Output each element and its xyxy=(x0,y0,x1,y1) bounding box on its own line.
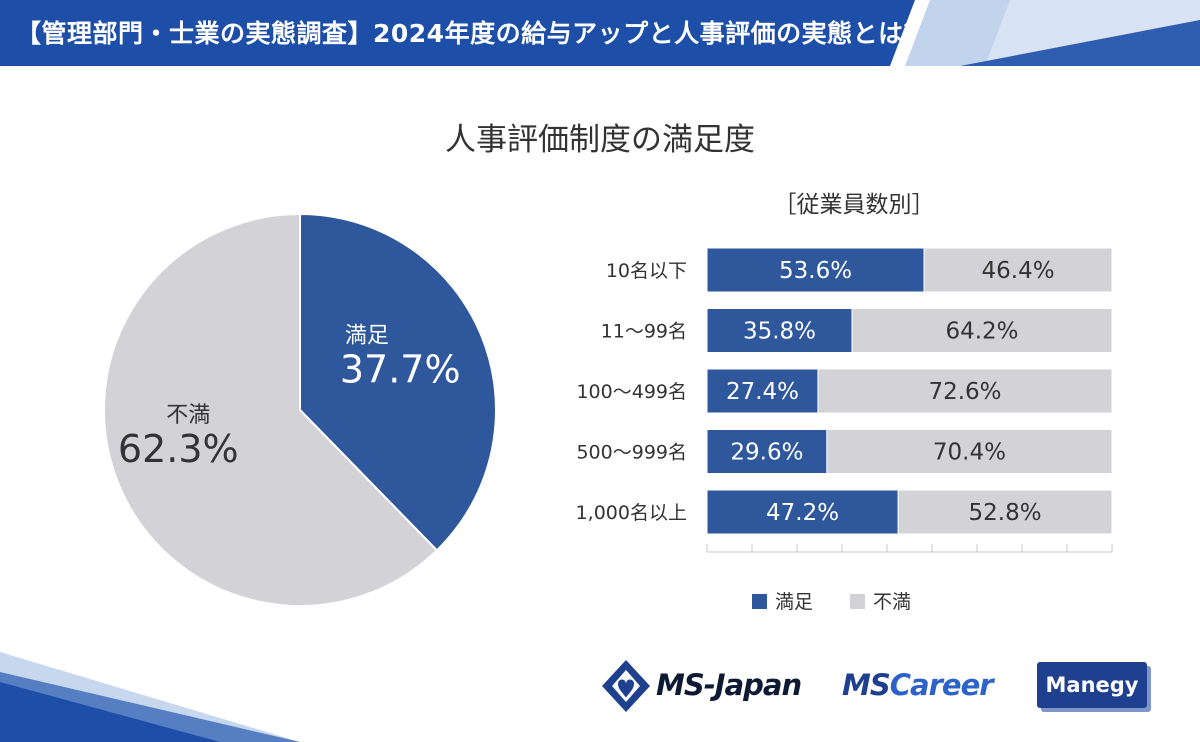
pie-label-dissatisfied: 不満 xyxy=(166,403,210,428)
bar-segment-satisfied xyxy=(706,308,853,353)
header-title: 【管理部門・士業の実態調査】2024年度の給与アップと人事評価の実態とは？ xyxy=(16,19,930,48)
bar-segment-dissatisfied xyxy=(817,368,1113,414)
bar-chart-subtitle: ［従業員数別］ xyxy=(774,192,935,218)
bar-segment-dissatisfied xyxy=(923,247,1113,293)
legend-label-dissatisfied: 不満 xyxy=(873,591,911,613)
legend-swatch-satisfied xyxy=(752,594,767,609)
bar-value-label: 64.2% xyxy=(945,319,1018,345)
category-label: 1,000名以上 xyxy=(576,502,687,524)
pie-value-dissatisfied: 62.3% xyxy=(118,427,239,471)
bar-value-label: 52.8% xyxy=(969,500,1042,526)
ms-career-logo: MSCareer xyxy=(842,668,994,702)
bar-chart: ［従業員数別］ 10名以下 53.6% 46.4% 11～99名 35.8% 64.2% 10… xyxy=(576,192,1113,613)
legend-label-satisfied: 満足 xyxy=(775,591,813,613)
bar-value-label: 72.6% xyxy=(928,379,1001,405)
ms-career-logo-ms: MS xyxy=(842,668,891,702)
manegy-logo: Manegy xyxy=(1037,662,1147,708)
category-label: 10名以下 xyxy=(606,260,687,282)
category-label: 100～499名 xyxy=(576,381,687,403)
bar-value-label: 27.4% xyxy=(726,379,799,405)
bar-value-label: 29.6% xyxy=(730,440,803,466)
bar-segment-dissatisfied xyxy=(826,429,1113,474)
bar-segment-satisfied xyxy=(706,489,899,535)
category-label: 500～999名 xyxy=(576,442,687,464)
ms-japan-logo-text: MS-Japan xyxy=(656,668,802,702)
bar-segment-satisfied xyxy=(706,247,925,293)
bar-value-label: 47.2% xyxy=(766,500,839,526)
bar-value-label: 70.4% xyxy=(933,440,1006,466)
category-label: 11～99名 xyxy=(601,321,687,343)
bar-segment-dissatisfied xyxy=(897,489,1113,535)
bar-value-label: 53.6% xyxy=(779,258,852,284)
manegy-logo-text: Manegy xyxy=(1045,673,1139,697)
bar-value-label: 46.4% xyxy=(982,258,1055,284)
legend-swatch-dissatisfied xyxy=(850,594,865,609)
ms-career-logo-career: Career xyxy=(889,668,994,702)
bottom-decoration xyxy=(0,652,300,742)
pie-label-satisfied: 満足 xyxy=(345,324,389,349)
ms-japan-logo-mark xyxy=(602,660,650,712)
pie-slice-satisfied xyxy=(299,212,497,552)
pie-slice-dissatisfied xyxy=(103,212,439,607)
header-band xyxy=(0,0,1200,66)
logo-area: MS-Japan MSCareer Manegy xyxy=(600,658,1160,718)
bar-segment-dissatisfied xyxy=(851,308,1113,353)
bar-segment-satisfied xyxy=(706,429,828,474)
pie-value-satisfied: 37.7% xyxy=(340,348,461,392)
bar-value-label: 35.8% xyxy=(743,319,816,345)
chart-title: 人事評価制度の満足度 xyxy=(445,122,755,158)
bar-segment-satisfied xyxy=(706,368,819,414)
